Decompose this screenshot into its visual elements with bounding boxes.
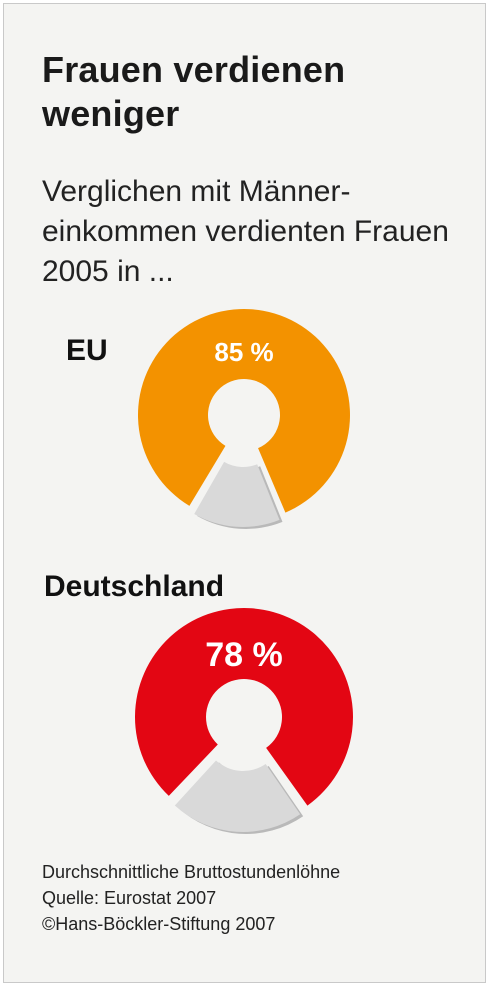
eu-remainder-slice xyxy=(194,461,280,527)
eu-percent-label: 85 % xyxy=(214,337,273,367)
eu-label: EU xyxy=(66,334,108,367)
source-line-quelle: Quelle: Eurostat 2007 xyxy=(42,888,217,908)
deutschland-ring-chart: 78 % xyxy=(134,608,353,834)
chart-subtitle: Verglichen mit Männer-einkommen verdient… xyxy=(42,175,449,288)
deutschland-label: Deutschland xyxy=(44,570,225,603)
infographic-panel: Frauen verdienen weniger Verglichen mit … xyxy=(3,3,486,983)
source-line-description: Durchschnittliche Bruttostundenlöhne xyxy=(42,862,341,882)
deutschland-percent-label: 78 % xyxy=(205,636,283,674)
deutschland-remainder-slice xyxy=(174,760,301,832)
chart-title: Frauen verdienen weniger xyxy=(42,49,346,134)
eu-main-slice xyxy=(138,309,351,513)
source-line-copyright: ©Hans-Böckler-Stiftung 2007 xyxy=(42,914,276,934)
source-notes: Durchschnittliche Bruttostundenlöhne Que… xyxy=(42,859,482,937)
deutschland-main-slice xyxy=(134,608,353,806)
eu-ring-chart: 85 % xyxy=(138,309,351,529)
